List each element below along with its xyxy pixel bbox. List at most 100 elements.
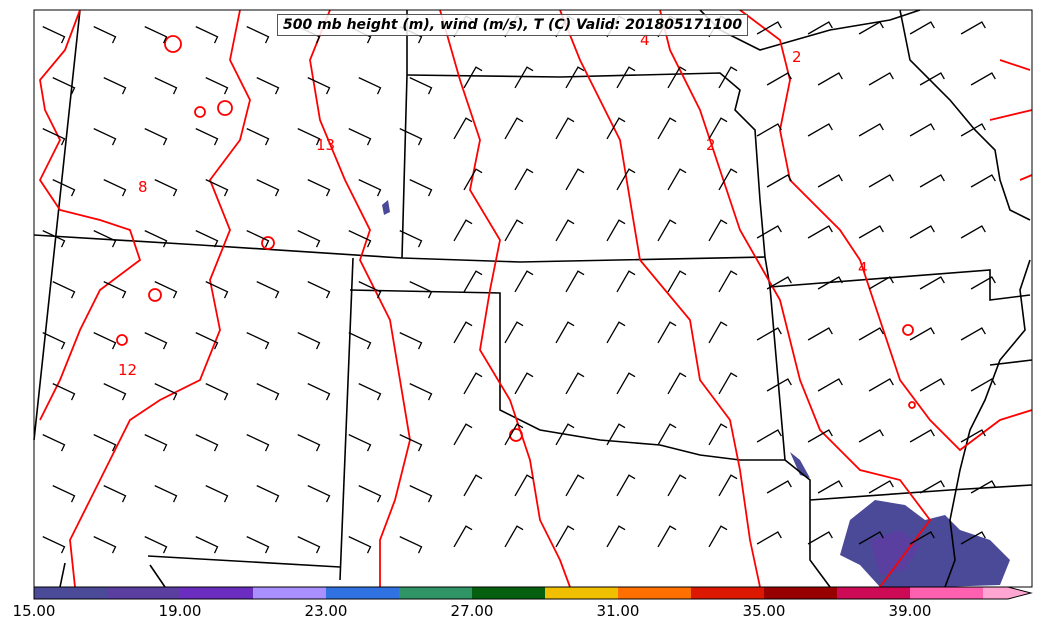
wind-barb [766, 480, 792, 494]
wind-barb [453, 423, 473, 446]
colorbar-segment [618, 587, 692, 599]
wind-barb [756, 531, 782, 545]
speed-shading [382, 200, 1010, 587]
temperature-contours [38, 9, 1033, 588]
wind-barb [909, 429, 935, 443]
wind-barb [565, 270, 585, 293]
wind-barb [256, 383, 280, 401]
wind-barb [807, 21, 833, 35]
wind-barb [565, 372, 585, 395]
wind-barb [606, 321, 626, 344]
wind-barb [358, 485, 382, 503]
wind-barb [195, 434, 219, 452]
wind-barb [93, 332, 117, 350]
colorbar-segment [545, 587, 619, 599]
wind-barb [246, 230, 270, 248]
colorbar-segment [837, 587, 911, 599]
wind-barb [154, 383, 178, 401]
wind-barb [358, 281, 382, 299]
wind-barb [718, 66, 738, 89]
wind-barb [858, 327, 884, 341]
wind-barb [103, 281, 127, 299]
wind-barb [766, 276, 792, 290]
wind-barb [144, 26, 168, 44]
wind-barb [606, 117, 626, 140]
wind-barb [909, 531, 935, 545]
wind-barb [667, 168, 687, 191]
wind-barb [307, 485, 331, 503]
wind-barb [555, 525, 575, 548]
wind-barb [246, 434, 270, 452]
wind-barb [52, 77, 76, 95]
wind-barb [195, 26, 219, 44]
colorbar-segment [910, 587, 984, 599]
wind-barb [756, 21, 782, 35]
wind-barb [246, 26, 270, 44]
wind-barb [817, 174, 843, 188]
wind-barb [399, 128, 423, 146]
wind-barb [960, 531, 986, 545]
wind-barb [756, 327, 782, 341]
state-borders [33, 9, 1033, 588]
wind-barb [766, 378, 792, 392]
wind-barb [297, 230, 321, 248]
wind-barb [42, 434, 66, 452]
wind-barb [348, 230, 372, 248]
colorbar-tick-label: 31.00 [596, 602, 640, 620]
wind-barb [409, 77, 433, 95]
wind-barb [93, 230, 117, 248]
wind-barb [807, 225, 833, 239]
wind-barb [154, 77, 178, 95]
wind-barb [708, 117, 728, 140]
wind-barb [667, 270, 687, 293]
wind-barb [756, 429, 782, 443]
colorbar-segment [691, 587, 765, 599]
wind-barb [565, 66, 585, 89]
wind-barb [453, 219, 473, 242]
wind-barb [514, 270, 534, 293]
colorbar-tick-label: 39.00 [888, 602, 932, 620]
wind-barb [657, 117, 677, 140]
wind-barb [297, 536, 321, 554]
wind-barb [144, 434, 168, 452]
wind-barb [606, 525, 626, 548]
wind-barb [93, 434, 117, 452]
contour-label: 2 [792, 48, 802, 66]
wind-barb [514, 372, 534, 395]
wind-barb [504, 117, 524, 140]
wind-barb [960, 21, 986, 35]
wind-barb [514, 66, 534, 89]
wind-barb [93, 26, 117, 44]
wind-barb [616, 168, 636, 191]
wind-barb [504, 321, 524, 344]
wind-barb [960, 123, 986, 137]
wind-barb [195, 230, 219, 248]
wind-barb [307, 179, 331, 197]
colorbar-segment [253, 587, 327, 599]
wind-barb [195, 128, 219, 146]
wind-barb [909, 327, 935, 341]
wind-barb [807, 327, 833, 341]
wind-barb [195, 332, 219, 350]
wind-barb [154, 281, 178, 299]
wind-barb [657, 321, 677, 344]
wind-barb [358, 77, 382, 95]
wind-barb [144, 128, 168, 146]
wind-barb [144, 230, 168, 248]
wind-barb [453, 117, 473, 140]
wind-barb [307, 77, 331, 95]
colorbar-tick-label: 35.00 [742, 602, 786, 620]
map-title: 500 mb height (m), wind (m/s), T (C) Val… [277, 14, 749, 36]
wind-barb [154, 179, 178, 197]
contour-label: 4 [640, 31, 650, 49]
wind-barb [409, 281, 433, 299]
wind-barb [858, 429, 884, 443]
colorbar-segment [326, 587, 400, 599]
colorbar-segment [983, 587, 1031, 599]
colorbar-tick-label: 15.00 [12, 602, 56, 620]
wind-barb [348, 332, 372, 350]
wind-barb [42, 26, 66, 44]
wind-barb [297, 434, 321, 452]
wind-barb [919, 378, 945, 392]
wind-barb [205, 179, 229, 197]
